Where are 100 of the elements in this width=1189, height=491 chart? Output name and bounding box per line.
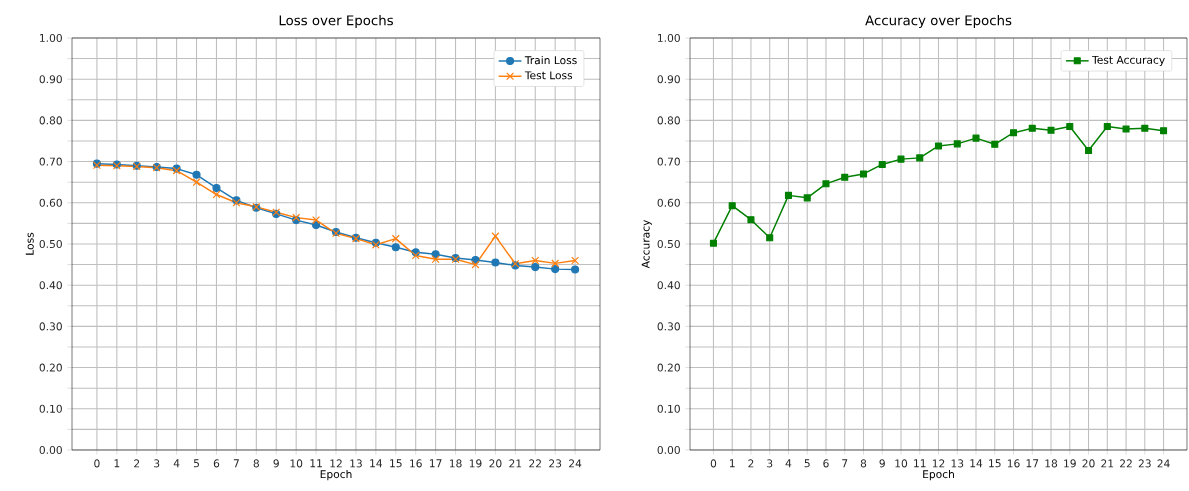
point (531, 262, 540, 272)
x-axis-title: Epoch (923, 469, 954, 481)
x-tick-label: 12 (932, 459, 945, 468)
x-tick-label: 3 (154, 459, 160, 468)
point (784, 191, 792, 199)
point (212, 183, 221, 193)
legend-label: Test Accuracy (1092, 55, 1165, 66)
y-tick-label: 0.60 (657, 198, 680, 207)
y-tick-label: 0.80 (39, 116, 62, 125)
x-tick-label: 9 (879, 459, 885, 468)
x-tick-label: 7 (233, 459, 239, 468)
point (766, 234, 774, 242)
point (471, 260, 480, 269)
point (897, 155, 905, 163)
x-axis-title: Epoch (320, 469, 352, 481)
point (916, 154, 924, 162)
point (551, 265, 560, 274)
point (1009, 129, 1018, 137)
point (192, 170, 201, 179)
x-tick-label: 19 (469, 459, 482, 468)
y-tick-label: 0.40 (657, 281, 680, 290)
y-tick-label: 1.00 (40, 33, 62, 43)
x-tick-label: 1 (729, 459, 735, 468)
point (531, 256, 540, 265)
x-tick-label: 14 (970, 459, 983, 468)
point (312, 216, 321, 225)
y-tick-label: 0.30 (657, 322, 680, 331)
point (1160, 127, 1168, 135)
y-tick-label: 0.20 (657, 363, 680, 372)
point (934, 142, 943, 150)
x-tick-label: 2 (134, 459, 140, 468)
y-axis-title: Loss (25, 232, 34, 255)
x-tick-label: 12 (330, 459, 342, 468)
y-tick-label: 1.00 (658, 33, 680, 43)
y-tick-label: 0.50 (657, 239, 680, 249)
y-tick-label: 0.90 (657, 75, 680, 84)
point (491, 232, 500, 241)
legend-label: Test Loss (524, 71, 573, 80)
y-tick-label: 0.90 (39, 75, 62, 84)
y-tick-label: 0.20 (39, 363, 62, 372)
point (878, 160, 886, 168)
legend-label: Train Loss (524, 55, 577, 65)
point (709, 239, 717, 247)
point (391, 234, 400, 243)
point (431, 255, 440, 264)
x-tick-label: 21 (1101, 459, 1114, 468)
point (728, 202, 736, 210)
point (1103, 123, 1111, 131)
point (972, 134, 980, 142)
y-tick-label: 0.40 (39, 281, 62, 290)
y-tick-label: 0.10 (39, 404, 62, 413)
x-tick-label: 5 (193, 459, 199, 468)
point (1085, 146, 1093, 154)
point (1047, 126, 1055, 134)
x-tick-label: 23 (549, 459, 562, 468)
point (1122, 125, 1130, 133)
point (192, 178, 201, 187)
x-tick-label: 1 (114, 459, 120, 468)
y-tick-label: 0.70 (39, 157, 62, 166)
point (391, 243, 400, 252)
point (991, 140, 999, 148)
x-tick-label: 8 (253, 459, 259, 468)
y-tick-label: 0.00 (39, 445, 62, 455)
point (1066, 123, 1074, 131)
x-tick-label: 14 (370, 459, 383, 468)
x-tick-label: 21 (509, 459, 522, 468)
x-tick-label: 15 (989, 459, 1001, 468)
point (571, 256, 580, 265)
x-tick-label: 2 (748, 459, 754, 468)
x-tick-label: 0 (94, 459, 100, 468)
point (571, 265, 580, 274)
y-tick-label: 0.10 (657, 404, 680, 413)
x-tick-label: 20 (1082, 459, 1095, 468)
x-tick-label: 15 (390, 459, 402, 468)
y-tick-label: 0.00 (657, 445, 680, 455)
x-tick-label: 17 (1026, 459, 1039, 468)
x-tick-label: 13 (350, 459, 362, 468)
y-tick-label: 0.30 (39, 322, 62, 331)
x-tick-label: 19 (1064, 459, 1076, 468)
x-tick-label: 9 (273, 459, 279, 468)
x-tick-label: 18 (449, 459, 462, 468)
x-tick-label: 13 (951, 459, 964, 468)
y-tick-label: 0.80 (657, 116, 680, 125)
point (953, 140, 961, 148)
point (491, 258, 500, 267)
x-tick-label: 7 (842, 459, 848, 468)
x-tick-label: 22 (1120, 459, 1132, 468)
point (803, 194, 811, 202)
x-tick-label: 5 (804, 459, 810, 468)
point (841, 173, 849, 181)
x-tick-label: 10 (290, 459, 303, 468)
x-tick-label: 16 (1007, 459, 1020, 468)
y-axis-title: Accuracy (641, 219, 652, 269)
x-tick-label: 18 (1045, 459, 1058, 468)
point (1141, 124, 1149, 132)
x-tick-label: 17 (430, 459, 442, 468)
x-tick-label: 3 (767, 459, 773, 468)
x-tick-label: 0 (710, 459, 717, 468)
x-tick-label: 8 (860, 459, 867, 468)
x-tick-label: 24 (1157, 459, 1170, 468)
